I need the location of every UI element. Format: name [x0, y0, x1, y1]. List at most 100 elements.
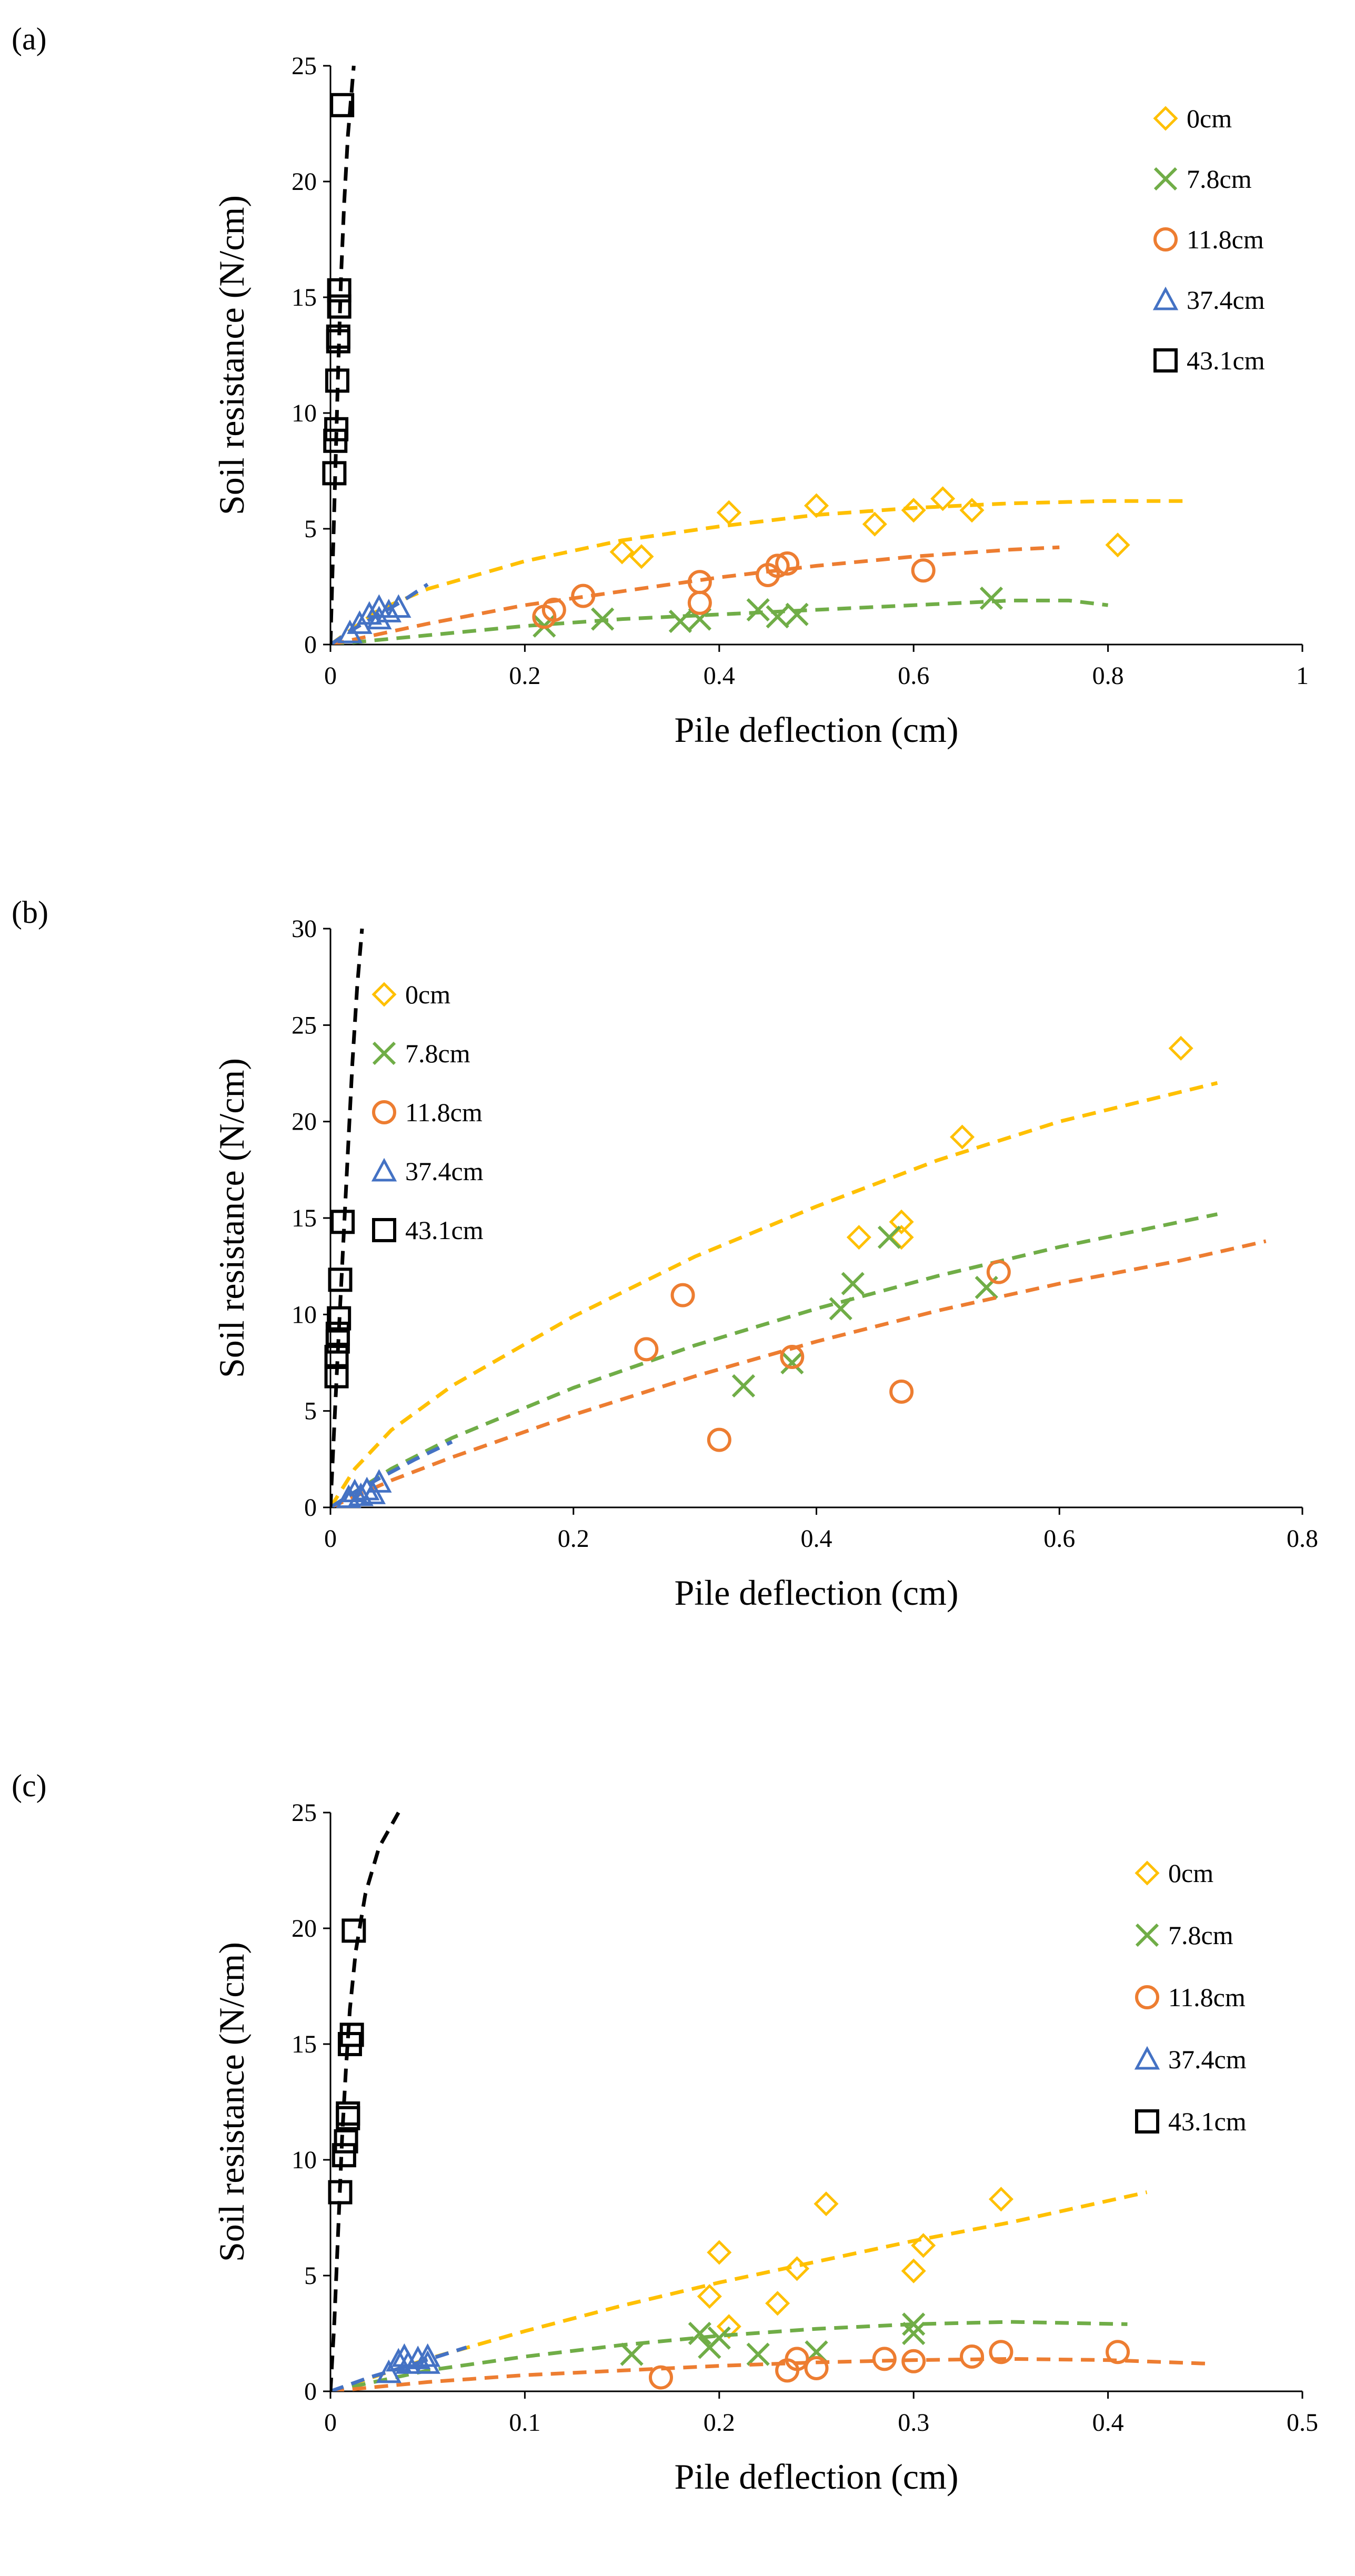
data-point-7.8cm — [785, 602, 809, 626]
data-point-43.1cm — [342, 1918, 366, 1943]
y-axis-label: Soil resistance (N/cm) — [212, 195, 252, 515]
data-point-0cm — [697, 2284, 722, 2309]
y-tick-label: 10 — [292, 399, 317, 427]
legend-marker-43.1cm — [372, 1218, 396, 1242]
y-tick-label: 5 — [304, 1397, 317, 1425]
data-point-43.1cm — [339, 2022, 364, 2047]
data-point-43.1cm — [332, 2143, 356, 2168]
y-tick-label: 20 — [292, 1108, 317, 1136]
data-point-11.8cm — [687, 570, 712, 595]
fit-line-7.8cm — [330, 2320, 1128, 2391]
legend-marker-11.8cm — [1153, 227, 1178, 251]
legend-label: 43.1cm — [1187, 346, 1265, 375]
y-tick-label: 15 — [292, 1204, 317, 1232]
data-point-7.8cm — [668, 609, 692, 633]
x-tick-label: 0.2 — [509, 662, 540, 690]
y-axis-label: Soil resistance (N/cm) — [212, 1942, 252, 2262]
y-tick-label: 0 — [304, 631, 317, 659]
data-point-7.8cm — [780, 1351, 804, 1375]
data-point-0cm — [862, 511, 887, 537]
chart-c: 0 5 10 15 20 25 0 0.1 0.2 0.3 0.4 0.5 Pile deflectio… — [212, 1799, 1318, 2497]
data-point-11.8cm — [648, 2365, 673, 2390]
legend-label: 7.8cm — [1168, 1920, 1233, 1950]
x-tick-label: 0 — [324, 1525, 337, 1553]
data-point-11.8cm — [960, 2344, 985, 2369]
data-point-7.8cm — [877, 1225, 901, 1249]
fit-line-11.8cm — [330, 545, 1060, 645]
fit-line-37.4cm — [330, 582, 429, 645]
data-point-43.1cm — [327, 1306, 352, 1331]
data-point-43.1cm — [325, 1322, 350, 1346]
data-point-0cm — [889, 1225, 914, 1250]
y-tick-label: 0 — [304, 1494, 317, 1522]
series-0cm — [330, 2187, 1148, 2391]
data-point-11.8cm — [785, 2347, 809, 2371]
data-point-7.8cm — [707, 2326, 731, 2350]
legend-label: 43.1cm — [1168, 2107, 1247, 2136]
data-point-7.8cm — [902, 2312, 926, 2336]
data-point-7.8cm — [829, 1297, 852, 1321]
data-point-37.4cm — [415, 2343, 440, 2367]
x-tick-label: 0.4 — [801, 1525, 832, 1553]
fit-line-0cm — [330, 2190, 1148, 2391]
data-point-43.1cm — [328, 1267, 353, 1292]
data-point-0cm — [1105, 532, 1130, 558]
data-point-11.8cm — [911, 558, 936, 583]
data-point-7.8cm — [688, 2321, 711, 2346]
x-tick-label: 0.2 — [558, 1525, 589, 1553]
legend-label: 11.8cm — [1187, 225, 1264, 254]
data-point-7.8cm — [746, 598, 770, 622]
data-point-11.8cm — [571, 583, 596, 608]
series-43.1cm — [324, 928, 364, 1507]
legend-marker-43.1cm — [1135, 2109, 1159, 2134]
data-point-0cm — [716, 500, 741, 525]
x-tick-label: 0.4 — [1092, 2409, 1124, 2437]
y-tick-label: 30 — [292, 915, 317, 943]
data-point-37.4cm — [356, 601, 383, 625]
data-point-37.4cm — [405, 2346, 431, 2369]
y-tick-label: 10 — [292, 2146, 317, 2174]
legend: 0cm 7.8cm 11.8cm 37.4cm 43.1cm — [1134, 1858, 1247, 2136]
fit-line-7.8cm — [330, 1212, 1218, 1507]
data-point-11.8cm — [775, 551, 800, 576]
panel-label-a: (a) — [12, 22, 47, 56]
data-point-7.8cm — [979, 586, 1003, 610]
data-point-43.1cm — [336, 2101, 360, 2126]
x-tick-label: 0.6 — [898, 662, 929, 690]
data-point-0cm — [716, 2314, 741, 2339]
chart-b: 0 5 10 15 20 25 30 0 0.2 0.4 0.6 0.8 Pile deflection… — [212, 915, 1318, 1613]
data-point-0cm — [911, 2233, 936, 2258]
x-tick-label: 0.1 — [509, 2409, 540, 2437]
legend-marker-37.4cm — [1134, 2046, 1160, 2070]
legend-marker-7.8cm — [372, 1041, 396, 1065]
x-tick-label: 0.8 — [1287, 1525, 1318, 1553]
data-point-11.8cm — [541, 598, 566, 622]
legend-marker-0cm — [1153, 106, 1178, 131]
x-axis-label: Pile deflection (cm) — [674, 2457, 958, 2497]
fit-line-37.4cm — [330, 1440, 453, 1507]
data-point-37.4cm — [366, 594, 392, 618]
y-tick-label: 20 — [292, 1915, 317, 1943]
fit-line-7.8cm — [330, 598, 1109, 645]
data-point-11.8cm — [670, 1283, 695, 1307]
x-tick-label: 0.5 — [1287, 2409, 1318, 2437]
data-point-0cm — [901, 498, 926, 523]
y-tick-label: 15 — [292, 2030, 317, 2058]
series-7.8cm — [330, 1212, 1218, 1507]
data-point-37.4cm — [376, 599, 402, 622]
fit-line-43.1cm — [330, 65, 356, 645]
data-point-11.8cm — [687, 590, 712, 615]
y-tick-label: 25 — [292, 52, 317, 80]
legend: 0cm 7.8cm 11.8cm 37.4cm 43.1cm — [371, 980, 484, 1245]
x-tick-label: 0 — [324, 662, 337, 690]
data-point-7.8cm — [620, 2342, 644, 2366]
data-point-0cm — [1168, 1035, 1193, 1061]
data-point-11.8cm — [989, 2340, 1013, 2364]
data-point-0cm — [959, 498, 985, 523]
x-tick-label: 1 — [1296, 662, 1309, 690]
series-7.8cm — [330, 2312, 1128, 2391]
legend-label: 43.1cm — [405, 1215, 484, 1245]
legend-marker-11.8cm — [1135, 1985, 1159, 2009]
y-tick-label: 25 — [292, 1799, 317, 1827]
data-point-43.1cm — [330, 1210, 355, 1234]
